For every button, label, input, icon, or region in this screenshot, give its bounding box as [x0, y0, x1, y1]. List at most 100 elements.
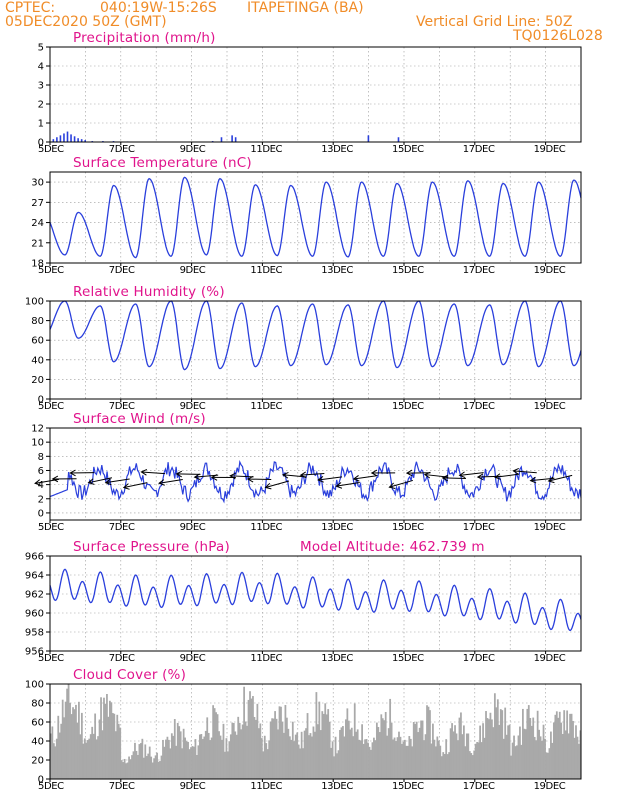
y-tick-label: 964	[25, 571, 44, 582]
cloud-bar	[101, 730, 104, 779]
y-tick-label: 0	[38, 138, 44, 149]
cloud-bar	[97, 736, 99, 779]
cloud-bar	[473, 750, 476, 779]
cloud-bar	[429, 710, 431, 779]
cloud-bar	[436, 736, 439, 779]
panel-frame	[49, 46, 582, 143]
cloud-bar	[486, 718, 489, 779]
x-tick-label: 5DEC	[38, 522, 64, 533]
cloud-bar	[83, 738, 86, 779]
cloud-bar	[145, 756, 148, 779]
cloud-bar	[237, 716, 240, 779]
y-tick-label: 12	[31, 424, 44, 435]
cloud-bar	[253, 716, 256, 779]
panel-frame	[49, 683, 582, 780]
cloud-bar	[489, 712, 492, 779]
cloud-bar	[461, 734, 464, 779]
cloud-bar	[340, 727, 343, 779]
x-tick-label: 5DEC	[38, 653, 64, 664]
wind-arrowhead	[423, 471, 431, 479]
cloud-bar	[477, 742, 480, 779]
cloud-bar	[426, 705, 428, 779]
cloud-bar	[530, 725, 533, 779]
cloud-bar	[350, 727, 353, 779]
cloud-bar	[187, 741, 189, 779]
cloud-bar	[465, 733, 468, 779]
cloud-bar	[343, 736, 346, 779]
cloud-bar	[70, 714, 73, 779]
cloud-bar	[54, 746, 57, 779]
cloud-bar	[94, 713, 97, 779]
cloud-bar	[454, 725, 456, 779]
cloud-bar	[423, 740, 425, 779]
cloud-bar	[277, 729, 279, 779]
x-tick-label: 19DEC	[534, 781, 566, 792]
cloud-bar	[169, 748, 172, 779]
cloud-bar	[241, 724, 244, 779]
cloud-bar	[262, 751, 265, 779]
cloud-bar	[404, 739, 406, 779]
cloud-bar	[359, 740, 362, 779]
x-tick-label: 15DEC	[392, 401, 424, 412]
cloud-bar	[129, 759, 132, 779]
cloud-bar	[538, 729, 540, 779]
cloud-bar	[184, 737, 186, 779]
cloud-bar	[387, 728, 390, 779]
y-tick-label: 958	[25, 628, 44, 639]
cloud-bar	[464, 746, 467, 779]
cloud-bar	[411, 746, 414, 779]
x-tick-label: 9DEC	[180, 653, 206, 664]
cloud-bar	[398, 731, 400, 779]
y-tick-label: 0	[38, 395, 44, 406]
cloud-bar	[168, 739, 170, 779]
y-tick-label: 24	[31, 218, 44, 229]
cloud-bar	[381, 718, 384, 779]
y-tick-label: 100	[25, 297, 44, 308]
cloud-bar	[433, 739, 436, 779]
precip-bar	[59, 135, 62, 142]
cloud-bar	[231, 722, 234, 779]
cloud-bar	[193, 746, 195, 779]
wind-arrow	[194, 474, 219, 478]
x-tick-label: 9DEC	[180, 522, 206, 533]
wind-arrowhead	[158, 479, 165, 486]
cloud-bar	[210, 737, 213, 779]
x-tick-label: 15DEC	[392, 265, 424, 276]
cloud-bar	[352, 736, 355, 779]
cloud-bar	[176, 722, 179, 779]
cloud-bar	[103, 697, 105, 779]
cloud-bar	[412, 721, 415, 779]
cloud-bar	[505, 734, 508, 779]
cloud-bar	[73, 709, 76, 779]
header-grid-label: Vertical Grid Line: 50Z	[416, 14, 573, 30]
cloud-bar	[55, 738, 58, 779]
cloud-bar	[402, 741, 405, 779]
y-tick-label: 6	[38, 466, 44, 477]
cloud-bar	[213, 708, 216, 779]
cloud-bar	[188, 749, 191, 779]
cloud-bar	[550, 731, 552, 779]
wind-arrow	[530, 477, 555, 482]
cloud-bar	[203, 736, 206, 779]
y-tick-label: 956	[25, 647, 44, 658]
cloud-bar	[120, 760, 123, 779]
wind-arrow	[442, 477, 466, 480]
cloud-bar	[287, 728, 290, 779]
temperature-line	[49, 176, 582, 259]
wind-arrow	[548, 474, 573, 482]
wind-arrowhead	[69, 469, 76, 477]
cloud-bar	[420, 720, 422, 779]
cloud-bar	[221, 739, 223, 779]
cloud-bar	[401, 743, 403, 779]
cloud-bar	[296, 732, 299, 779]
header-station: ITAPETINGA (BA)	[247, 0, 364, 16]
x-tick-label: 19DEC	[534, 522, 566, 533]
cloud-bar	[333, 756, 335, 779]
cloud-bar	[368, 746, 371, 779]
cloud-bar	[300, 731, 303, 779]
cloud-bar	[218, 731, 220, 779]
cloud-bar	[252, 696, 254, 779]
cloud-bar	[286, 717, 288, 779]
cloud-bar	[106, 694, 108, 779]
x-tick-label: 19DEC	[534, 401, 566, 412]
